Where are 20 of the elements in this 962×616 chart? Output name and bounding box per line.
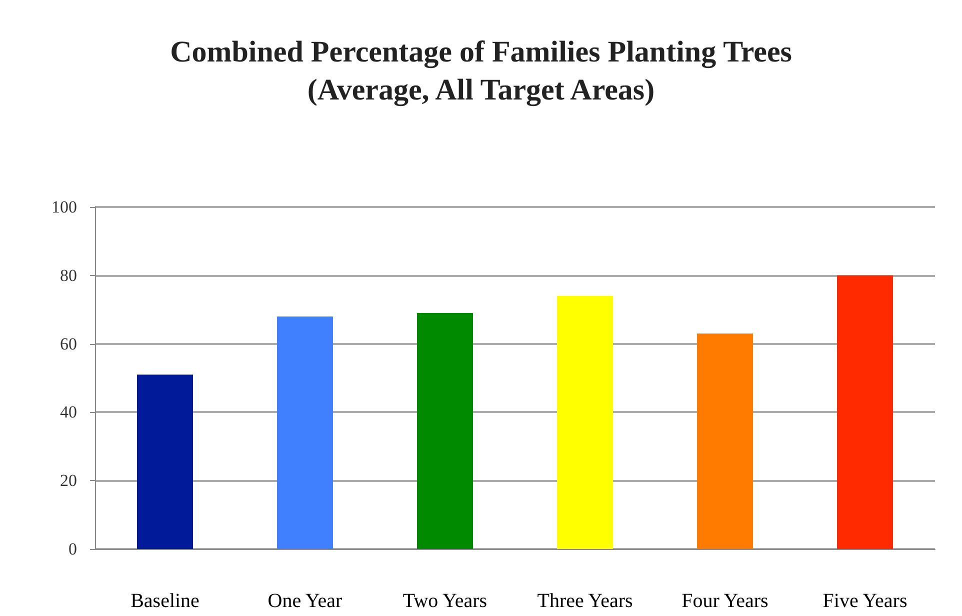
y-tick-label: 60 [60, 334, 77, 354]
bar [417, 313, 473, 549]
x-tick-label: Five Years [822, 590, 908, 612]
y-tick-label: 40 [60, 402, 77, 422]
y-tick-label: 0 [68, 540, 77, 558]
y-tick-label: 20 [60, 471, 77, 490]
bar [137, 374, 193, 549]
bar [837, 275, 893, 549]
x-tick-label: Four Years [682, 590, 769, 612]
y-tick-label: 100 [52, 198, 77, 216]
x-tick-label: Baseline [130, 590, 200, 612]
x-tick-label: Two Years [402, 590, 488, 612]
bar [277, 316, 333, 549]
bar [557, 296, 613, 549]
bar [697, 334, 753, 549]
x-tick-label: One Year [268, 590, 343, 612]
chart-title: Combined Percentage of Families Planting Trees [170, 36, 792, 68]
x-tick-label: Three Years [537, 590, 633, 612]
y-tick-label: 80 [60, 266, 77, 285]
chart-subtitle: (Average, All Target Areas) [307, 74, 655, 106]
